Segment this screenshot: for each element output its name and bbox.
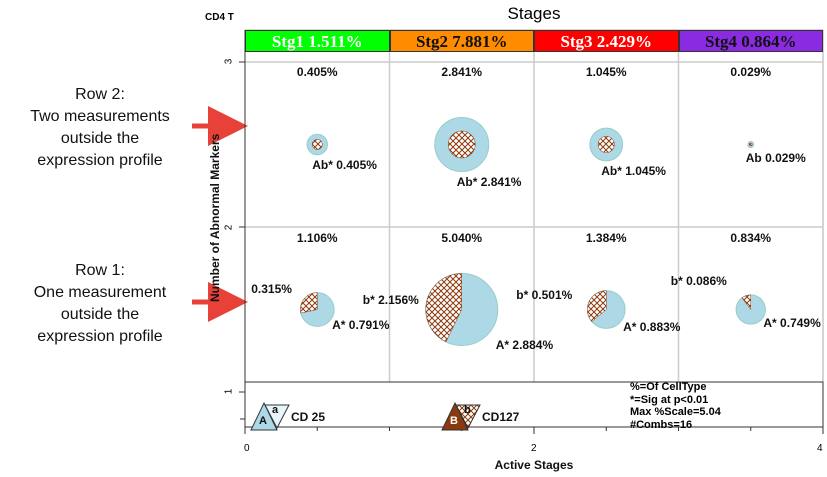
bubble-row2-inner bbox=[311, 139, 323, 150]
legend-box bbox=[244, 381, 824, 428]
row1-total-label: 1.384% bbox=[585, 231, 627, 245]
cell-type-label: CD4 T bbox=[205, 12, 234, 23]
y-axis-label: Number of Abnormal Markers bbox=[208, 133, 222, 302]
pie-a-label: A* 2.884% bbox=[495, 337, 554, 352]
annotation-line: expression profile bbox=[37, 152, 163, 169]
annotation-line: One measurement bbox=[33, 284, 167, 301]
row2-total-label: 2.841% bbox=[441, 65, 483, 79]
annotation-line: expression profile bbox=[37, 328, 163, 345]
bubble-row2-inner bbox=[597, 136, 615, 153]
pie-b-slice bbox=[425, 273, 462, 343]
stage-header-2: Stg2 7.881% bbox=[389, 30, 534, 52]
stage-header-4: Stg4 0.864% bbox=[678, 30, 823, 52]
bubble-label: Ab 0.029% bbox=[745, 150, 806, 165]
x-axis-label: Active Stages bbox=[494, 458, 574, 472]
annotation-line: Row 1: bbox=[75, 262, 125, 279]
y-tick-label: 3 bbox=[223, 58, 235, 65]
bubble-label: Ab* 2.841% bbox=[456, 174, 522, 189]
chart-title: Stages bbox=[507, 4, 561, 23]
pie-a-label: A* 0.791% bbox=[332, 318, 390, 333]
x-tick-label: 4 bbox=[817, 443, 823, 454]
legend-b-big: B bbox=[450, 415, 458, 427]
annotation-line: outside the bbox=[60, 130, 140, 147]
row2-total-label: 0.405% bbox=[296, 65, 338, 79]
annotation-line: outside the bbox=[60, 306, 140, 323]
row2-total-label: 1.045% bbox=[585, 65, 627, 79]
legend-b-small: b bbox=[464, 404, 471, 416]
annotation-line: Two measurements bbox=[30, 108, 170, 125]
pie-b-label: b* 0.501% bbox=[516, 287, 573, 302]
pie-b-slice bbox=[741, 294, 751, 311]
legend-note: #Combs=16 bbox=[630, 418, 693, 431]
y-tick-label: 2 bbox=[223, 224, 235, 231]
bubble-row2-inner bbox=[447, 130, 476, 159]
row2-annotation: Row 2: Two measurements outside the expr… bbox=[0, 84, 200, 172]
row1-total-label: 1.106% bbox=[296, 231, 338, 245]
legend-a-big: A bbox=[259, 415, 267, 427]
row2-total-label: 0.029% bbox=[730, 65, 772, 79]
legend-cd127: CD127 bbox=[482, 410, 520, 424]
legend-notes: %=Of CellType *=Sig at p<0.01 Max %Scale… bbox=[630, 381, 721, 431]
pie-a-label: A* 0.883% bbox=[623, 320, 681, 335]
row1-annotation: Row 1: One measurement outside the expre… bbox=[0, 260, 200, 348]
legend-cd25: CD 25 bbox=[291, 410, 326, 424]
pie-a-label: A* 0.749% bbox=[763, 316, 821, 331]
pie-b-slice bbox=[300, 292, 318, 314]
legend-note: *=Sig at p<0.01 bbox=[630, 393, 709, 406]
legend-triangle-b-small bbox=[455, 404, 481, 430]
legend-a-small: a bbox=[272, 404, 279, 416]
bubble-label: Ab* 0.405% bbox=[312, 157, 377, 172]
row1-total-label: 0.834% bbox=[730, 231, 772, 245]
bubble-label: Ab* 1.045% bbox=[601, 163, 666, 178]
annotation-line: Row 2: bbox=[75, 86, 125, 103]
stage-header-3: Stg3 2.429% bbox=[534, 30, 679, 52]
pie-b-label: b* 0.086% bbox=[670, 273, 727, 288]
legend-note: %=Of CellType bbox=[630, 381, 707, 393]
x-tick-label: 0 bbox=[244, 443, 250, 454]
row1-total-label: 5.040% bbox=[441, 231, 483, 245]
legend-note: Max %Scale=5.04 bbox=[630, 406, 721, 418]
stage-header-1: Stg1 1.511% bbox=[245, 30, 390, 52]
x-tick-label: 2 bbox=[531, 443, 537, 454]
legend-triangle-a-small bbox=[264, 404, 290, 430]
pie-b-slice bbox=[587, 290, 607, 323]
y-tick-label: 1 bbox=[223, 388, 235, 395]
pie-b-label: 0.315% bbox=[251, 281, 292, 296]
pie-b-label: b* 2.156% bbox=[362, 292, 419, 307]
bubble-row2-inner bbox=[749, 142, 753, 147]
